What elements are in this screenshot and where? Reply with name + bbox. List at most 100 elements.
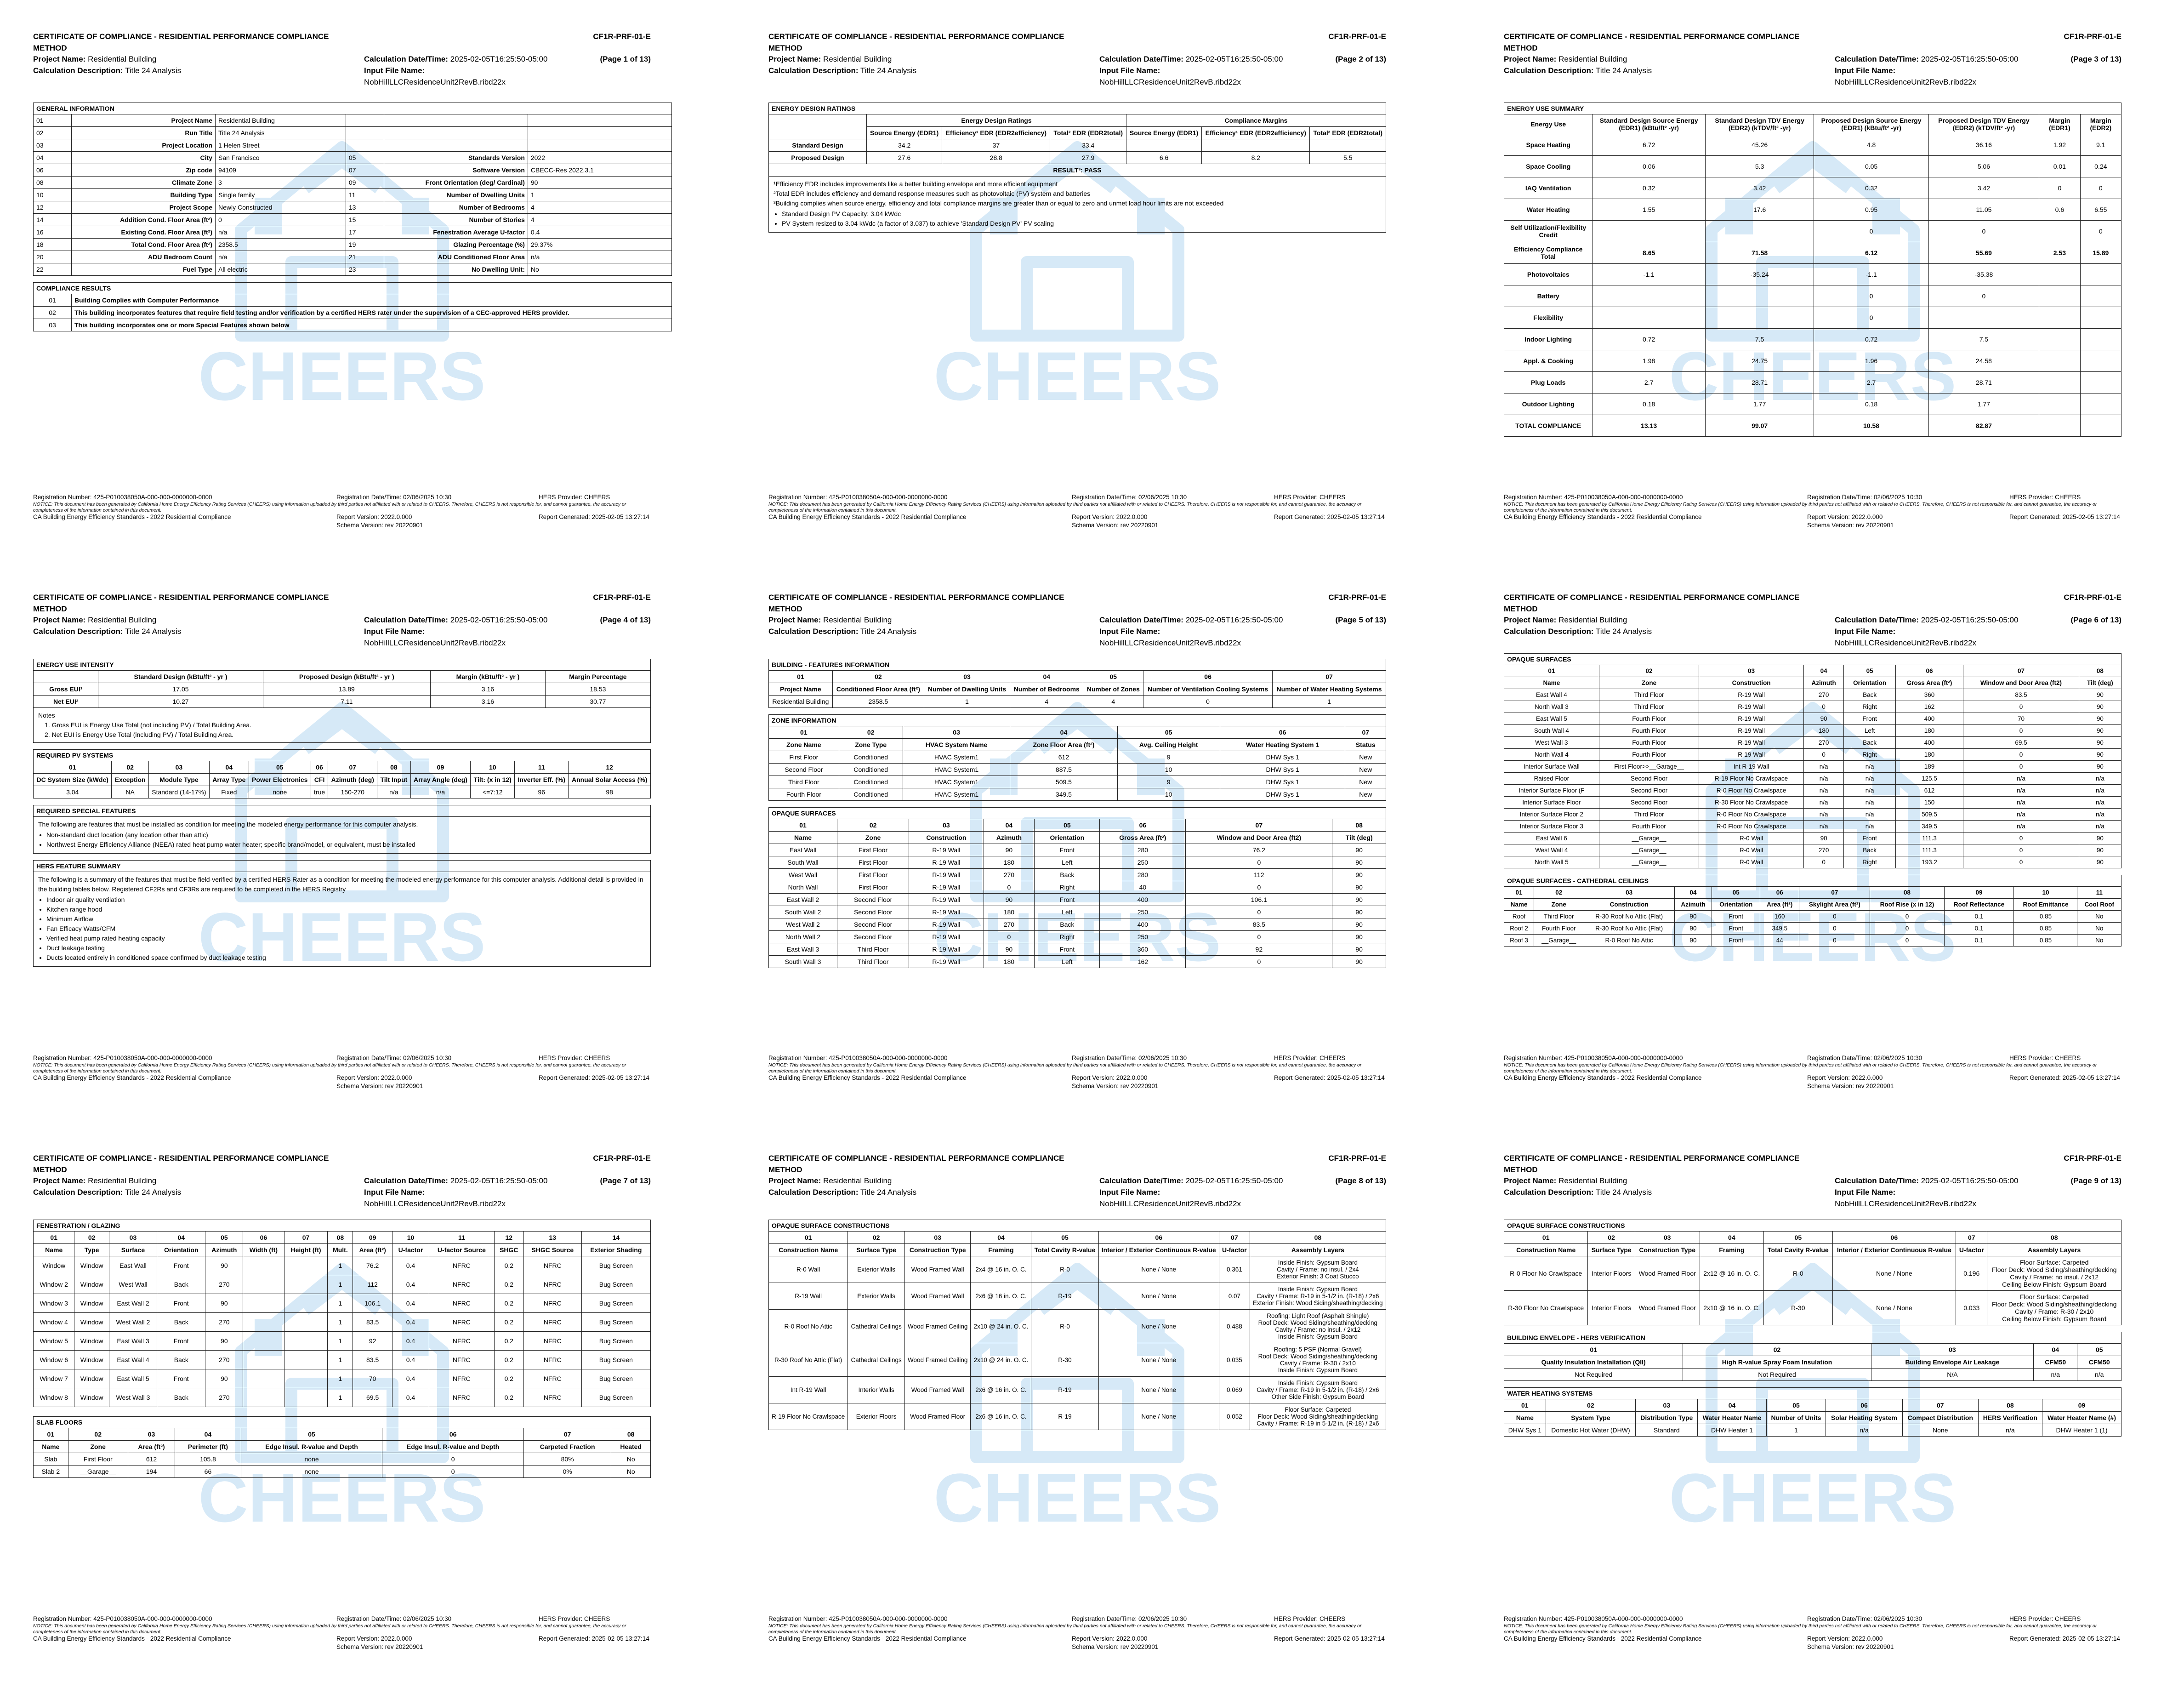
column-header: Margin (kBtu/ft² - yr ) [430,670,546,684]
column-number: 04 [175,1428,241,1441]
column-number: 07 [1345,726,1386,739]
table-cell: Wood Framed Ceiling [904,1343,971,1377]
column-header: Surface Type [847,1243,905,1257]
table-cell: 28.71 [1928,371,2040,394]
column-number: 01 [1503,1343,1684,1357]
column-number: 03 [127,1428,176,1441]
table-cell: R-0 [1031,1309,1099,1344]
table-row: 16 Existing Cond. Floor Area (ft²) n/a 17 Fe… [33,226,672,239]
table-cell: 4 [1083,695,1144,708]
column-number-row: 01 02 03 04 05 06 07 08 [1504,665,2122,678]
table-cell: R-19 Floor No Crawlspace [1699,772,1804,785]
section-title: OPAQUE SURFACE CONSTRUCTIONS [768,1220,1386,1232]
table-cell: 90 [2078,748,2122,761]
footer-notice: NOTICE: This document has been generated… [1504,502,2097,513]
table-cell: n/a [1803,808,1844,821]
table-cell: 90 [2078,689,2122,701]
section-title: REQUIRED PV SYSTEMS [33,749,651,762]
column-number: 04 [983,819,1035,832]
table-cell: R-30 Roof No Attic (Flat) [1583,910,1675,923]
page-header: CERTIFICATE OF COMPLIANCE - RESIDENTIAL … [768,31,1386,88]
table-row: R-19 Floor No Crawlspace Exterior Floors W… [768,1403,1387,1431]
table-cell: 0.069 [1218,1376,1250,1404]
column-header: Conditioned Floor Area (ft²) [832,683,924,696]
fenestration-glazing-table: FENESTRATION / GLAZING 01 02 03 04 05 06 07 08 0… [33,1220,651,1408]
table-cell: None / None [1098,1343,1219,1377]
table-cell: NFRC [523,1256,582,1276]
table-cell: 0.1 [1944,910,2014,923]
registration-number: Registration Number: 425-P010038050A-000… [1504,1055,1683,1062]
table-cell: n/a [2078,820,2122,833]
column-number: 05 [205,1231,244,1244]
table-cell: 1.92 [2039,134,2081,156]
table-row: Window 5 Window East Wall 3 Front 90 1 92 0.4 NF… [33,1331,651,1351]
table-cell: 3.16 [430,683,546,696]
table-cell: R-19 Wall [909,856,984,869]
table-cell: 70 [1963,713,2079,725]
column-header: Name [768,831,838,844]
table-cell: 270 [205,1275,244,1295]
table-cell: R-19 Wall [1699,724,1804,737]
input-file: NobHillLLCResidenceUnit2RevB.ribd22x [1099,77,1241,86]
table-cell: HVAC System1 [902,751,1011,764]
column-header: Area (ft²) [353,1243,392,1257]
table-cell: East Wall 2 [768,893,838,907]
column-header: Total Cavity R-value [1031,1243,1099,1257]
column-number: 07 [1272,670,1387,684]
table-cell: R-19 Wall [909,918,984,931]
table-cell: 160 [1760,910,1800,923]
table-cell: West Wall 3 [1504,736,1599,749]
column-number: 02 [832,670,924,684]
table-cell: __Garage__ [1534,934,1584,947]
table-row: Plug Loads 2.7 28.71 2.7 28.71 [1503,371,2122,394]
project-label: Project Name: [1504,1176,1557,1186]
table-cell: Back [157,1388,206,1408]
table-cell: 0 [1814,285,1929,308]
table-cell: NFRC [429,1388,495,1408]
calc-dt-label: Calculation Date/Time: [364,1176,448,1186]
table-cell: 1.96 [1814,350,1929,372]
project-label: Project Name: [33,616,86,625]
table-cell: R-0 Wall [1699,832,1804,845]
table-cell: Number of Bedrooms [383,201,528,214]
table-cell: DHW Sys 1 [1219,763,1346,776]
table-cell: 189 [1895,760,1964,773]
table-cell: 14 [33,213,72,227]
footnote: ²Total EDR includes efficiency and deman… [774,190,1091,198]
table-cell [2080,307,2122,329]
table-cell: 0.24 [2080,155,2122,178]
column-number: 04 [1010,670,1084,684]
page-header: CERTIFICATE OF COMPLIANCE - RESIDENTIAL … [1504,31,2121,88]
table-cell: No [527,263,672,276]
column-header: Energy Use [1503,114,1593,135]
table-cell: n/a [1843,772,1896,785]
table-cell: n/a [1963,808,2079,821]
table-cell: none [240,1453,383,1466]
table-cell: HVAC System1 [902,763,1011,776]
report-title: CERTIFICATE OF COMPLIANCE - RESIDENTIAL … [768,593,1064,613]
column-number: 09 [1944,886,2014,899]
column-number: 05 [1712,886,1761,899]
table-cell: 3.16 [430,695,546,708]
footer-notice: NOTICE: This document has been generated… [33,502,626,513]
footer-notice: NOTICE: This document has been generated… [33,1623,626,1635]
table-cell: 0% [523,1465,612,1478]
table-row: Window 2 Window West Wall Back 270 1 112 0.4 NFR… [33,1275,651,1295]
report-version: Report Version: 2022.0.000 [1072,513,1148,520]
column-header: Number of Zones [1083,683,1144,696]
column-number: 01 [768,1231,848,1244]
form-id: CF1R-PRF-01-E [593,1154,651,1163]
column-header-row: Construction Name Surface Type Constructio… [768,1243,1387,1257]
table-cell: 0 [1963,832,2079,845]
schema-version: Schema Version: rev 20220901 [1072,521,1159,529]
calc-desc: Title 24 Analysis [125,66,182,75]
column-header: Roof Reflectance [1944,898,2014,911]
table-cell [284,1369,328,1389]
table-cell: Slab 2 [33,1465,68,1478]
table-cell: DHW Sys 1 [1219,776,1346,789]
column-number-row: 01 02 03 04 05 06 07 08 09 10 11 12 13 14 [33,1231,651,1244]
table-cell: Right [1843,856,1896,869]
column-header: Construction [1699,677,1804,690]
page-header: CERTIFICATE OF COMPLIANCE - RESIDENTIAL … [1504,1153,2121,1209]
column-header: Inverter Eff. (%) [514,773,569,787]
